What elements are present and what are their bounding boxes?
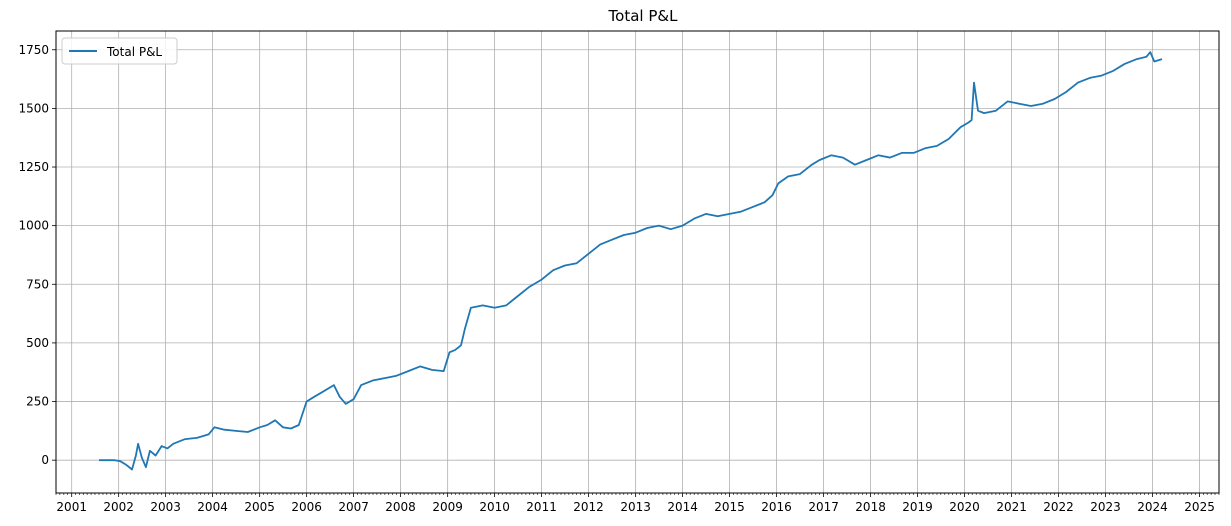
x-tick-label: 2018 <box>855 500 886 514</box>
series-line-total-pnl <box>99 51 1163 471</box>
x-tick-label: 2012 <box>573 500 604 514</box>
y-tick-label: 250 <box>26 395 49 409</box>
x-tick-label: 2025 <box>1184 500 1215 514</box>
x-tick-label: 2009 <box>432 500 463 514</box>
x-tick-label: 2021 <box>996 500 1027 514</box>
y-tick-label: 1750 <box>18 43 49 57</box>
y-tick-label: 500 <box>26 336 49 350</box>
y-tick-label: 1000 <box>18 219 49 233</box>
grid-lines <box>56 31 1219 493</box>
x-tick-label: 2002 <box>103 500 134 514</box>
x-tick-label: 2013 <box>620 500 651 514</box>
chart-title: Total P&L <box>608 7 679 25</box>
x-tick-label: 2004 <box>197 500 228 514</box>
x-tick-label: 2007 <box>338 500 369 514</box>
series-group <box>99 51 1163 471</box>
y-tick-label: 1500 <box>18 101 49 115</box>
x-tick-label: 2024 <box>1137 500 1168 514</box>
legend: Total P&L <box>61 37 178 65</box>
x-tick-label: 2017 <box>808 500 839 514</box>
x-tick-label: 2020 <box>949 500 980 514</box>
y-axis: 0 250 500 750 1000 1250 1500 1750 <box>18 43 56 467</box>
x-tick-label: 2003 <box>150 500 181 514</box>
x-tick-label: 2019 <box>902 500 933 514</box>
x-tick-label: 2006 <box>291 500 322 514</box>
x-tick-label: 2008 <box>385 500 416 514</box>
y-tick-label: 1250 <box>18 160 49 174</box>
x-tick-label: 2023 <box>1090 500 1121 514</box>
y-tick-label: 750 <box>26 277 49 291</box>
x-tick-label: 2014 <box>667 500 698 514</box>
x-tick-label: 2016 <box>761 500 792 514</box>
x-tick-label: 2010 <box>479 500 510 514</box>
x-tick-label: 2015 <box>714 500 745 514</box>
plot-area <box>56 31 1219 493</box>
plot-frame <box>55 30 1220 494</box>
x-tick-label: 2005 <box>244 500 275 514</box>
y-tick-label: 0 <box>41 453 49 467</box>
x-axis: 2001 2002 2003 2004 2005 2006 2007 2008 2009 2010… <box>56 493 1215 514</box>
legend-box <box>61 37 178 65</box>
x-tick-label: 2011 <box>526 500 557 514</box>
legend-label-total-pnl: Total P&L <box>106 45 162 59</box>
x-tick-label: 2022 <box>1043 500 1074 514</box>
x-tick-label: 2001 <box>56 500 87 514</box>
